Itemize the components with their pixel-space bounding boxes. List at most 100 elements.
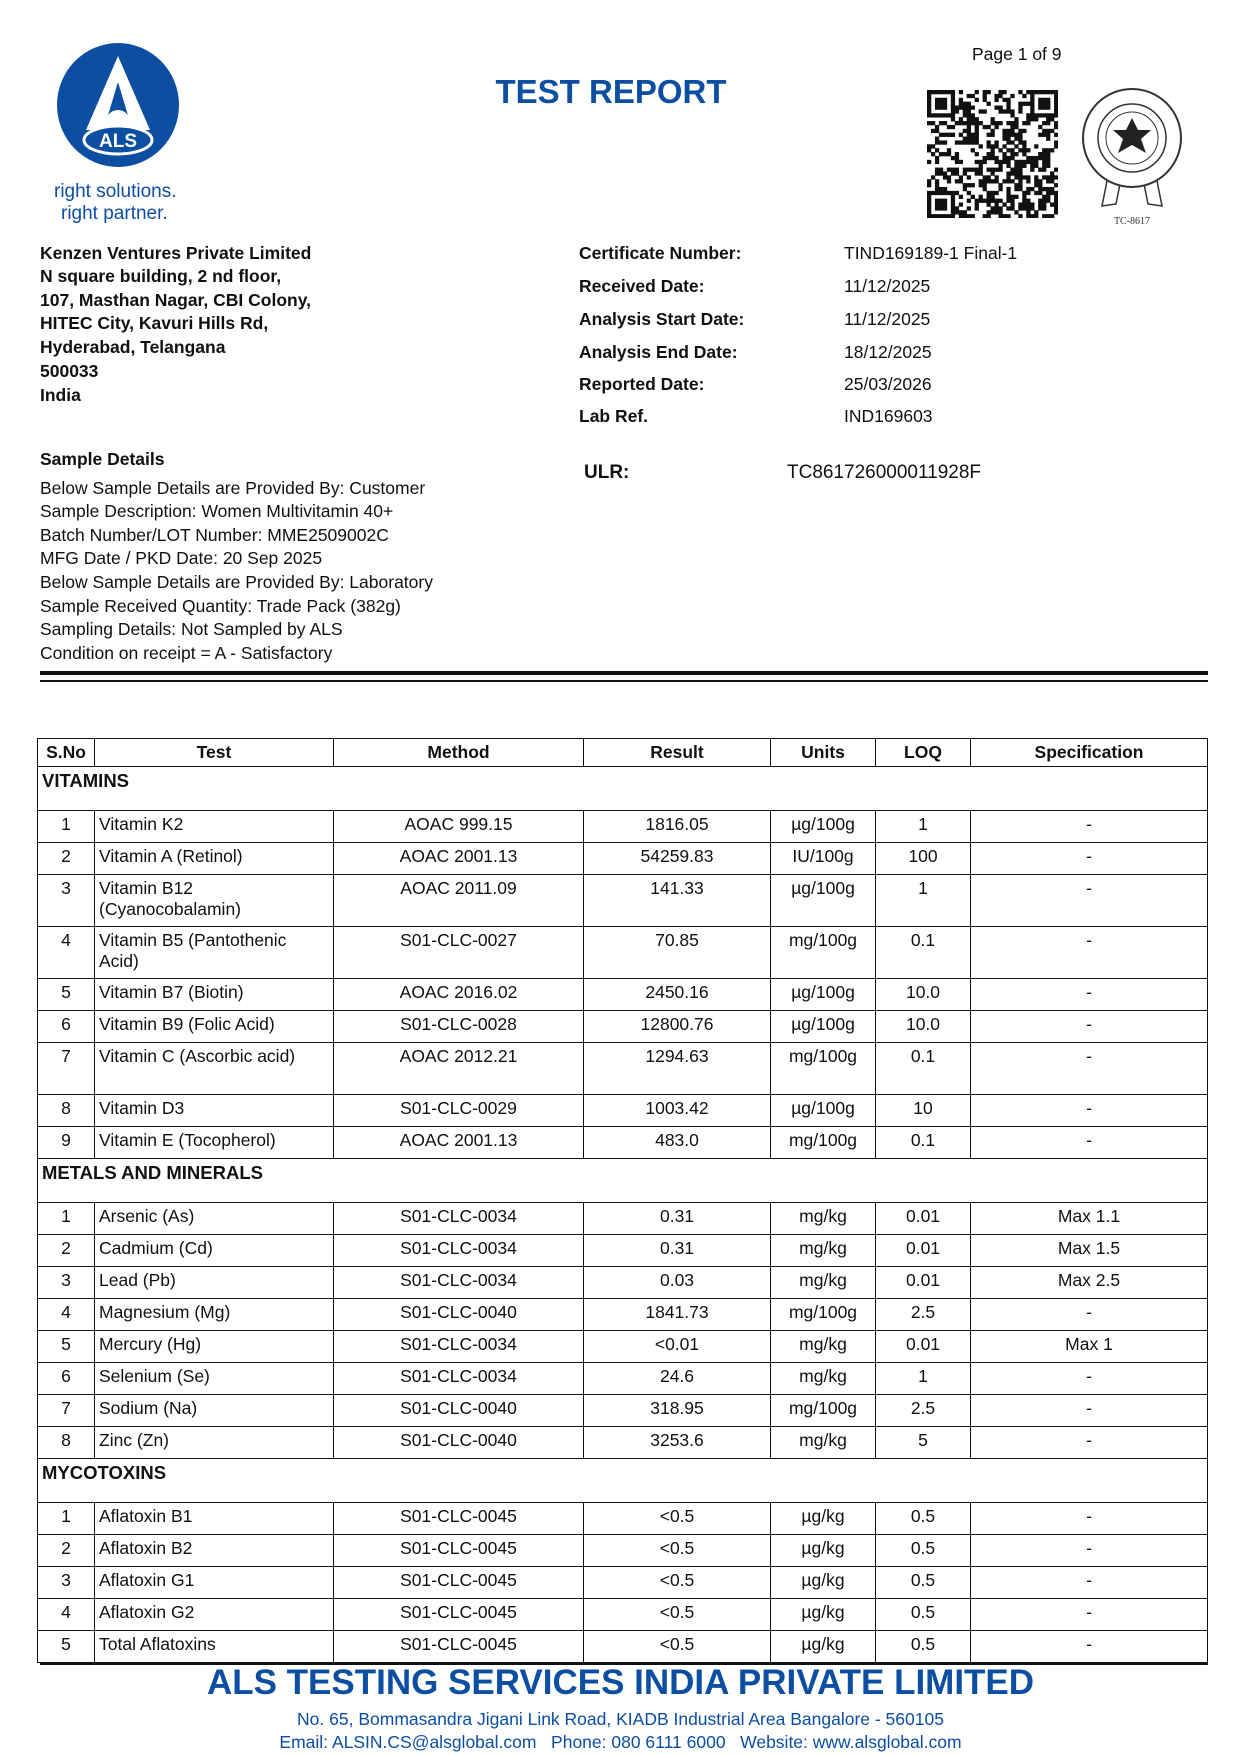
cell-test: Arsenic (As) [94, 1202, 334, 1235]
cell-method: AOAC 2012.21 [333, 1042, 584, 1095]
cell-specification: Max 1 [970, 1330, 1208, 1363]
cell-result: 2450.16 [583, 978, 771, 1011]
section-title: METALS AND MINERALS [37, 1158, 1208, 1203]
section-title: MYCOTOXINS [37, 1458, 1208, 1503]
cell-sno: 8 [37, 1426, 95, 1459]
cell-specification: - [970, 1630, 1208, 1663]
cell-test: Magnesium (Mg) [94, 1298, 334, 1331]
cell-specification: - [970, 1126, 1208, 1159]
page-number: Page 1 of 9 [972, 44, 1062, 64]
cell-specification: - [970, 926, 1208, 979]
cell-units: mg/kg [770, 1362, 876, 1395]
client-line: Hyderabad, Telangana [40, 337, 226, 357]
table-row: 1 Vitamin K2 AOAC 999.15 1816.05 µg/100g 1- [37, 810, 1208, 843]
column-header-specification: Specification [970, 738, 1208, 767]
cell-units: µg/kg [770, 1502, 876, 1535]
cell-sno: 6 [37, 1362, 95, 1395]
cell-result: <0.5 [583, 1598, 771, 1631]
cell-result: 1816.05 [583, 810, 771, 843]
cell-specification: Max 1.5 [970, 1234, 1208, 1267]
cell-method: S01-CLC-0034 [333, 1330, 584, 1363]
cell-units: mg/100g [770, 1126, 876, 1159]
table-row: 3 Lead (Pb) S01-CLC-0034 0.03 mg/kg 0.01 Max 2… [37, 1266, 1208, 1299]
cell-specification: - [970, 1362, 1208, 1395]
cell-method: S01-CLC-0034 [333, 1362, 584, 1395]
cell-specification: - [970, 1094, 1208, 1127]
cell-specification: - [970, 1426, 1208, 1459]
table-row: 8 Vitamin D3 S01-CLC-0029 1003.42 µg/100g 10- [37, 1094, 1208, 1127]
received-date-label: Received Date: [579, 276, 705, 296]
cell-sno: 4 [37, 926, 95, 979]
cell-units: µg/100g [770, 978, 876, 1011]
section-header: MYCOTOXINS [37, 1458, 1208, 1503]
cell-units: µg/kg [770, 1630, 876, 1663]
table-row: 5 Mercury (Hg) S01-CLC-0034 <0.01 mg/kg 0.01 M… [37, 1330, 1208, 1363]
cell-test: Total Aflatoxins [94, 1630, 334, 1663]
cell-test: Mercury (Hg) [94, 1330, 334, 1363]
cell-method: S01-CLC-0027 [333, 926, 584, 979]
cell-result: 1003.42 [583, 1094, 771, 1127]
cell-test: Vitamin B7 (Biotin) [94, 978, 334, 1011]
cell-units: mg/kg [770, 1202, 876, 1235]
lab-ref-value: IND169603 [844, 406, 933, 426]
cell-method: S01-CLC-0034 [333, 1234, 584, 1267]
column-header-result: Result [583, 738, 771, 767]
cell-sno: 1 [37, 810, 95, 843]
cell-units: mg/100g [770, 1042, 876, 1095]
cell-units: µg/kg [770, 1534, 876, 1567]
cell-sno: 4 [37, 1598, 95, 1631]
cell-units: IU/100g [770, 842, 876, 875]
results-table: S.No Test Method Result Units LOQ Specificatio… [37, 738, 1208, 1663]
footer-divider [40, 1663, 1208, 1665]
cell-test: Cadmium (Cd) [94, 1234, 334, 1267]
analysis-end-value: 18/12/2025 [844, 342, 932, 362]
cell-sno: 4 [37, 1298, 95, 1331]
table-row: 4 Aflatoxin G2 S01-CLC-0045 <0.5 µg/kg 0.5- [37, 1598, 1208, 1631]
table-row: 9 Vitamin E (Tocopherol) AOAC 2001.13 483.0… [37, 1126, 1208, 1159]
cell-loq: 1 [875, 1362, 971, 1395]
section-header: METALS AND MINERALS [37, 1158, 1208, 1203]
cell-units: µg/kg [770, 1566, 876, 1599]
analysis-start-value: 11/12/2025 [844, 309, 931, 329]
cell-result: 24.6 [583, 1362, 771, 1395]
cell-units: mg/kg [770, 1426, 876, 1459]
cell-loq: 0.5 [875, 1502, 971, 1535]
cell-units: mg/100g [770, 926, 876, 979]
cell-test: Vitamin A (Retinol) [94, 842, 334, 875]
sample-line: Sample Received Quantity: Trade Pack (38… [40, 596, 401, 616]
footer-address: No. 65, Bommasandra Jigani Link Road, KI… [297, 1709, 944, 1729]
cell-loq: 0.01 [875, 1202, 971, 1235]
ulr-value: TC861726000011928F [787, 462, 982, 483]
client-line: 500033 [40, 361, 99, 381]
reported-date-value: 25/03/2026 [844, 374, 932, 394]
cell-specification: - [970, 978, 1208, 1011]
cell-test: Vitamin K2 [94, 810, 334, 843]
cell-method: AOAC 2011.09 [333, 874, 584, 927]
cell-test: Sodium (Na) [94, 1394, 334, 1427]
cell-method: S01-CLC-0029 [333, 1094, 584, 1127]
client-line: 107, Masthan Nagar, CBI Colony, [40, 290, 311, 310]
cell-test: Aflatoxin B1 [94, 1502, 334, 1535]
column-header-loq: LOQ [875, 738, 971, 767]
cell-result: 0.31 [583, 1202, 771, 1235]
cell-test: Vitamin C (Ascorbic acid) [94, 1042, 334, 1095]
cell-loq: 2.5 [875, 1298, 971, 1331]
cell-loq: 2.5 [875, 1394, 971, 1427]
cell-units: mg/kg [770, 1330, 876, 1363]
cell-loq: 1 [875, 810, 971, 843]
cell-result: <0.01 [583, 1330, 771, 1363]
cell-method: AOAC 2001.13 [333, 842, 584, 875]
cell-loq: 5 [875, 1426, 971, 1459]
cell-sno: 2 [37, 1234, 95, 1267]
sample-line: Batch Number/LOT Number: MME2509002C [40, 525, 389, 545]
sample-line: Condition on receipt = A - Satisfactory [40, 643, 333, 663]
cell-result: 54259.83 [583, 842, 771, 875]
sample-line: Sampling Details: Not Sampled by ALS [40, 619, 343, 639]
table-header: S.No Test Method Result Units LOQ Specificatio… [37, 738, 1208, 767]
cell-test: Vitamin E (Tocopherol) [94, 1126, 334, 1159]
sample-line: Below Sample Details are Provided By: Cu… [40, 478, 426, 498]
cell-method: S01-CLC-0045 [333, 1630, 584, 1663]
cell-method: AOAC 999.15 [333, 810, 584, 843]
cell-test: Lead (Pb) [94, 1266, 334, 1299]
cell-specification: - [970, 1502, 1208, 1535]
